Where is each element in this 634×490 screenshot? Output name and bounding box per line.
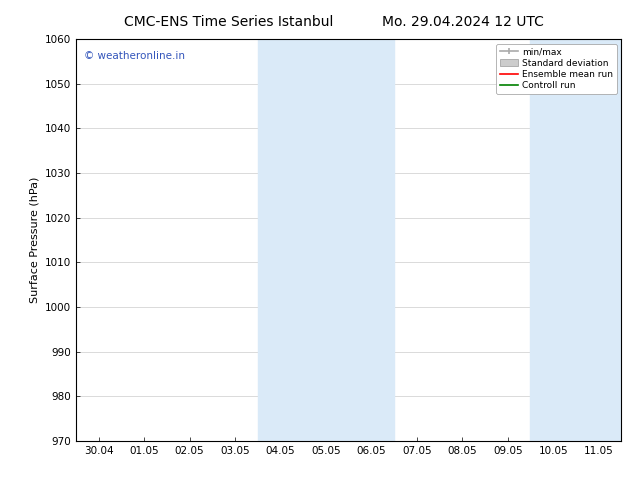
Y-axis label: Surface Pressure (hPa): Surface Pressure (hPa) <box>29 177 39 303</box>
Bar <box>531 39 621 441</box>
Bar <box>258 39 394 441</box>
Text: Mo. 29.04.2024 12 UTC: Mo. 29.04.2024 12 UTC <box>382 15 544 29</box>
Text: CMC-ENS Time Series Istanbul: CMC-ENS Time Series Istanbul <box>124 15 333 29</box>
Text: © weatheronline.in: © weatheronline.in <box>84 51 185 61</box>
Legend: min/max, Standard deviation, Ensemble mean run, Controll run: min/max, Standard deviation, Ensemble me… <box>496 44 617 94</box>
